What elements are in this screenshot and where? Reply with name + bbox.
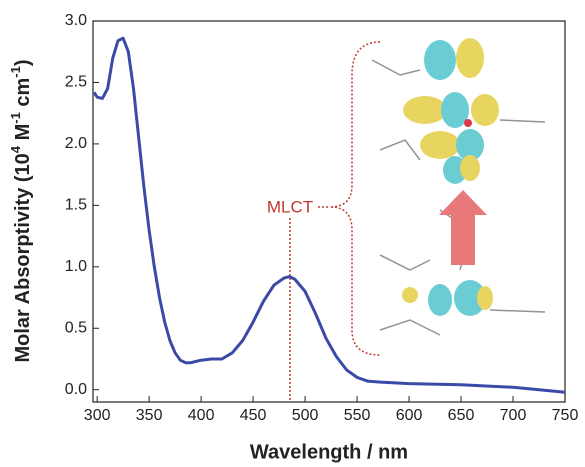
y-tick-label: 1.5	[65, 197, 87, 214]
x-tick-label: 600	[396, 407, 423, 424]
y-axis-label-part: Molar Absorptivity (10	[12, 153, 34, 362]
transition-arrow	[439, 190, 487, 265]
x-tick-label: 400	[188, 407, 215, 424]
y-axis-label-part: 4	[8, 145, 23, 153]
x-axis-label: Wavelength / nm	[250, 441, 408, 463]
y-tick-label: 0.5	[65, 319, 87, 336]
y-axis-label-part: -1	[8, 112, 23, 124]
orbital-illustration	[371, 38, 546, 336]
y-tick-label: 2.5	[65, 74, 87, 91]
x-tick-label: 450	[240, 407, 267, 424]
y-axis-label: Molar Absorptivity (104 M-1 cm-1)	[8, 59, 34, 362]
x-tick-label: 650	[448, 407, 475, 424]
y-axis-label-part: )	[12, 59, 34, 66]
y-axis-label-part: M	[12, 124, 34, 146]
brace	[329, 41, 381, 356]
x-tick-label: 750	[552, 407, 579, 424]
x-tick-label: 350	[136, 407, 163, 424]
y-tick-label: 3.0	[65, 12, 87, 29]
y-tick-label: 1.0	[65, 258, 87, 275]
y-axis-label-part: cm	[12, 78, 34, 112]
x-tick-label: 700	[500, 407, 527, 424]
spectrum-line	[92, 36, 566, 394]
y-tick-label: 0.0	[65, 381, 87, 398]
plot-frame	[92, 20, 566, 403]
x-tick-label: 300	[84, 407, 111, 424]
y-tick-label: 2.0	[65, 135, 87, 152]
x-tick-label: 500	[292, 407, 319, 424]
annotation: MLCT	[267, 197, 313, 216]
x-tick-label: 550	[344, 407, 371, 424]
y-axis-label-part: -1	[8, 66, 23, 78]
